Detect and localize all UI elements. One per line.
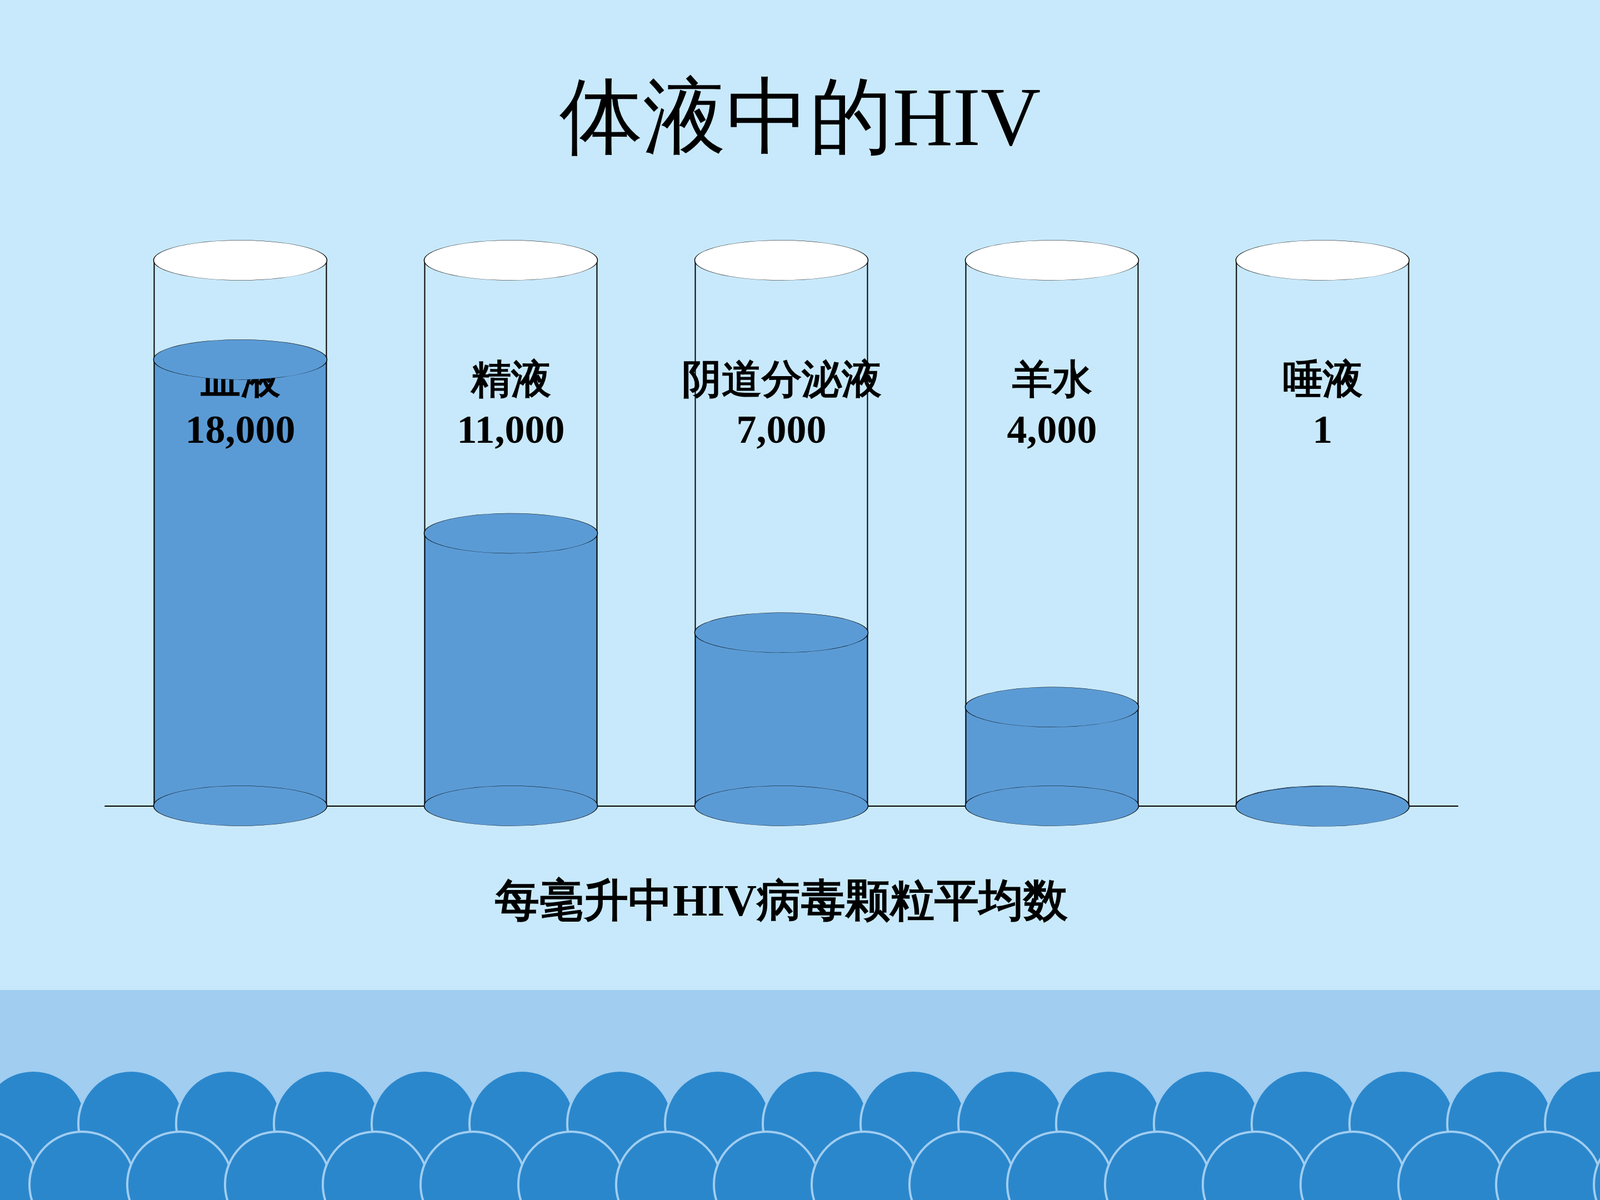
svg-text:每毫升中HIV病毒颗粒平均数: 每毫升中HIV病毒颗粒平均数 xyxy=(494,876,1069,925)
svg-text:1: 1 xyxy=(1312,407,1333,452)
svg-text:唾液: 唾液 xyxy=(1282,357,1363,402)
svg-text:羊水: 羊水 xyxy=(1011,357,1093,402)
svg-text:4,000: 4,000 xyxy=(1007,407,1098,452)
svg-text:体液中的HIV: 体液中的HIV xyxy=(559,70,1042,163)
svg-text:18,000: 18,000 xyxy=(185,407,296,452)
svg-text:阴道分泌液: 阴道分泌液 xyxy=(681,357,882,402)
svg-text:7,000: 7,000 xyxy=(736,407,827,452)
svg-text:精液: 精液 xyxy=(470,357,552,402)
svg-text:11,000: 11,000 xyxy=(456,407,565,452)
